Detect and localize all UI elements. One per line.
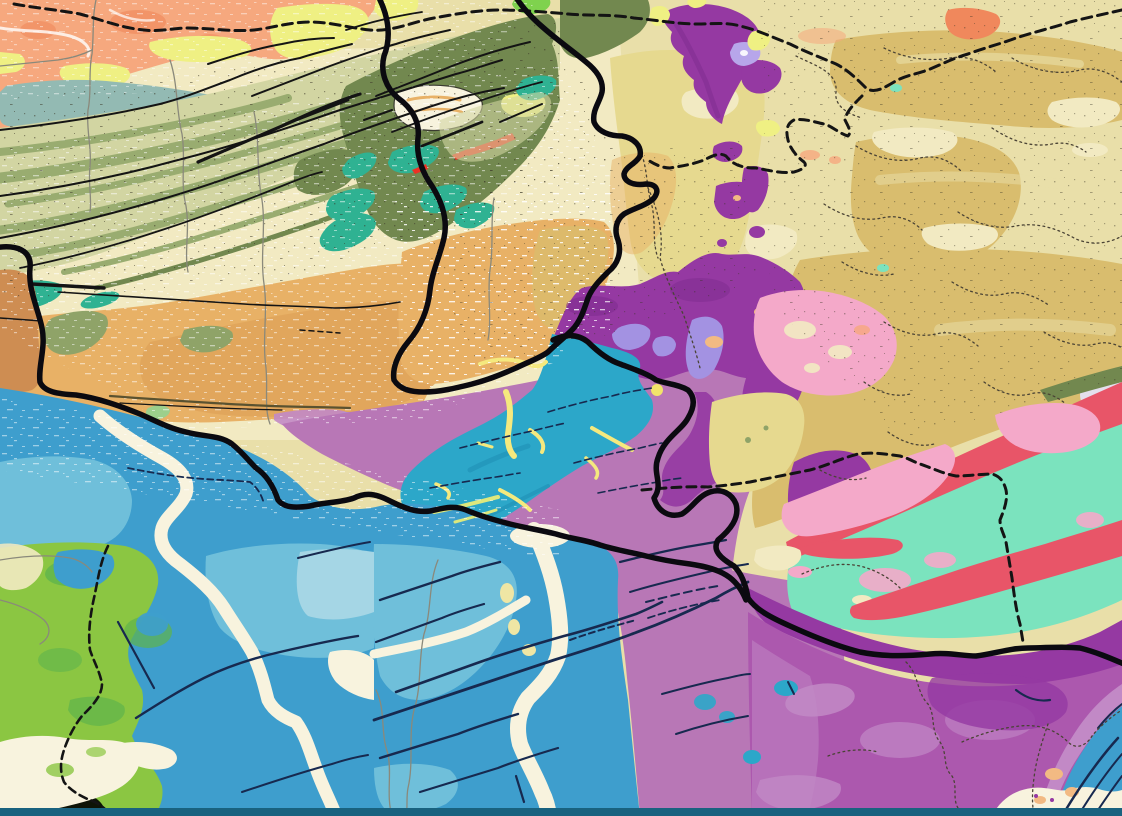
border-east-arm xyxy=(550,333,1122,667)
river-main xyxy=(510,522,569,816)
yellow-dot xyxy=(651,384,663,396)
dashed-border-branch xyxy=(646,94,864,174)
layer-faults-black xyxy=(0,11,543,411)
layer-admin-lines-gray xyxy=(0,0,495,816)
dashed-border-north xyxy=(12,2,1122,92)
layer-national-border xyxy=(0,0,1122,667)
dashed-border-east xyxy=(640,451,1025,644)
bottom-edge-bar xyxy=(0,808,1122,816)
dashed-border-green xyxy=(59,544,110,812)
layer-district-boundaries-dotted xyxy=(639,47,1122,816)
layer-dashed-boundaries xyxy=(12,2,1122,812)
river-tributary xyxy=(369,595,531,659)
border-province-loop xyxy=(376,0,660,395)
border-south-arm xyxy=(0,244,749,603)
